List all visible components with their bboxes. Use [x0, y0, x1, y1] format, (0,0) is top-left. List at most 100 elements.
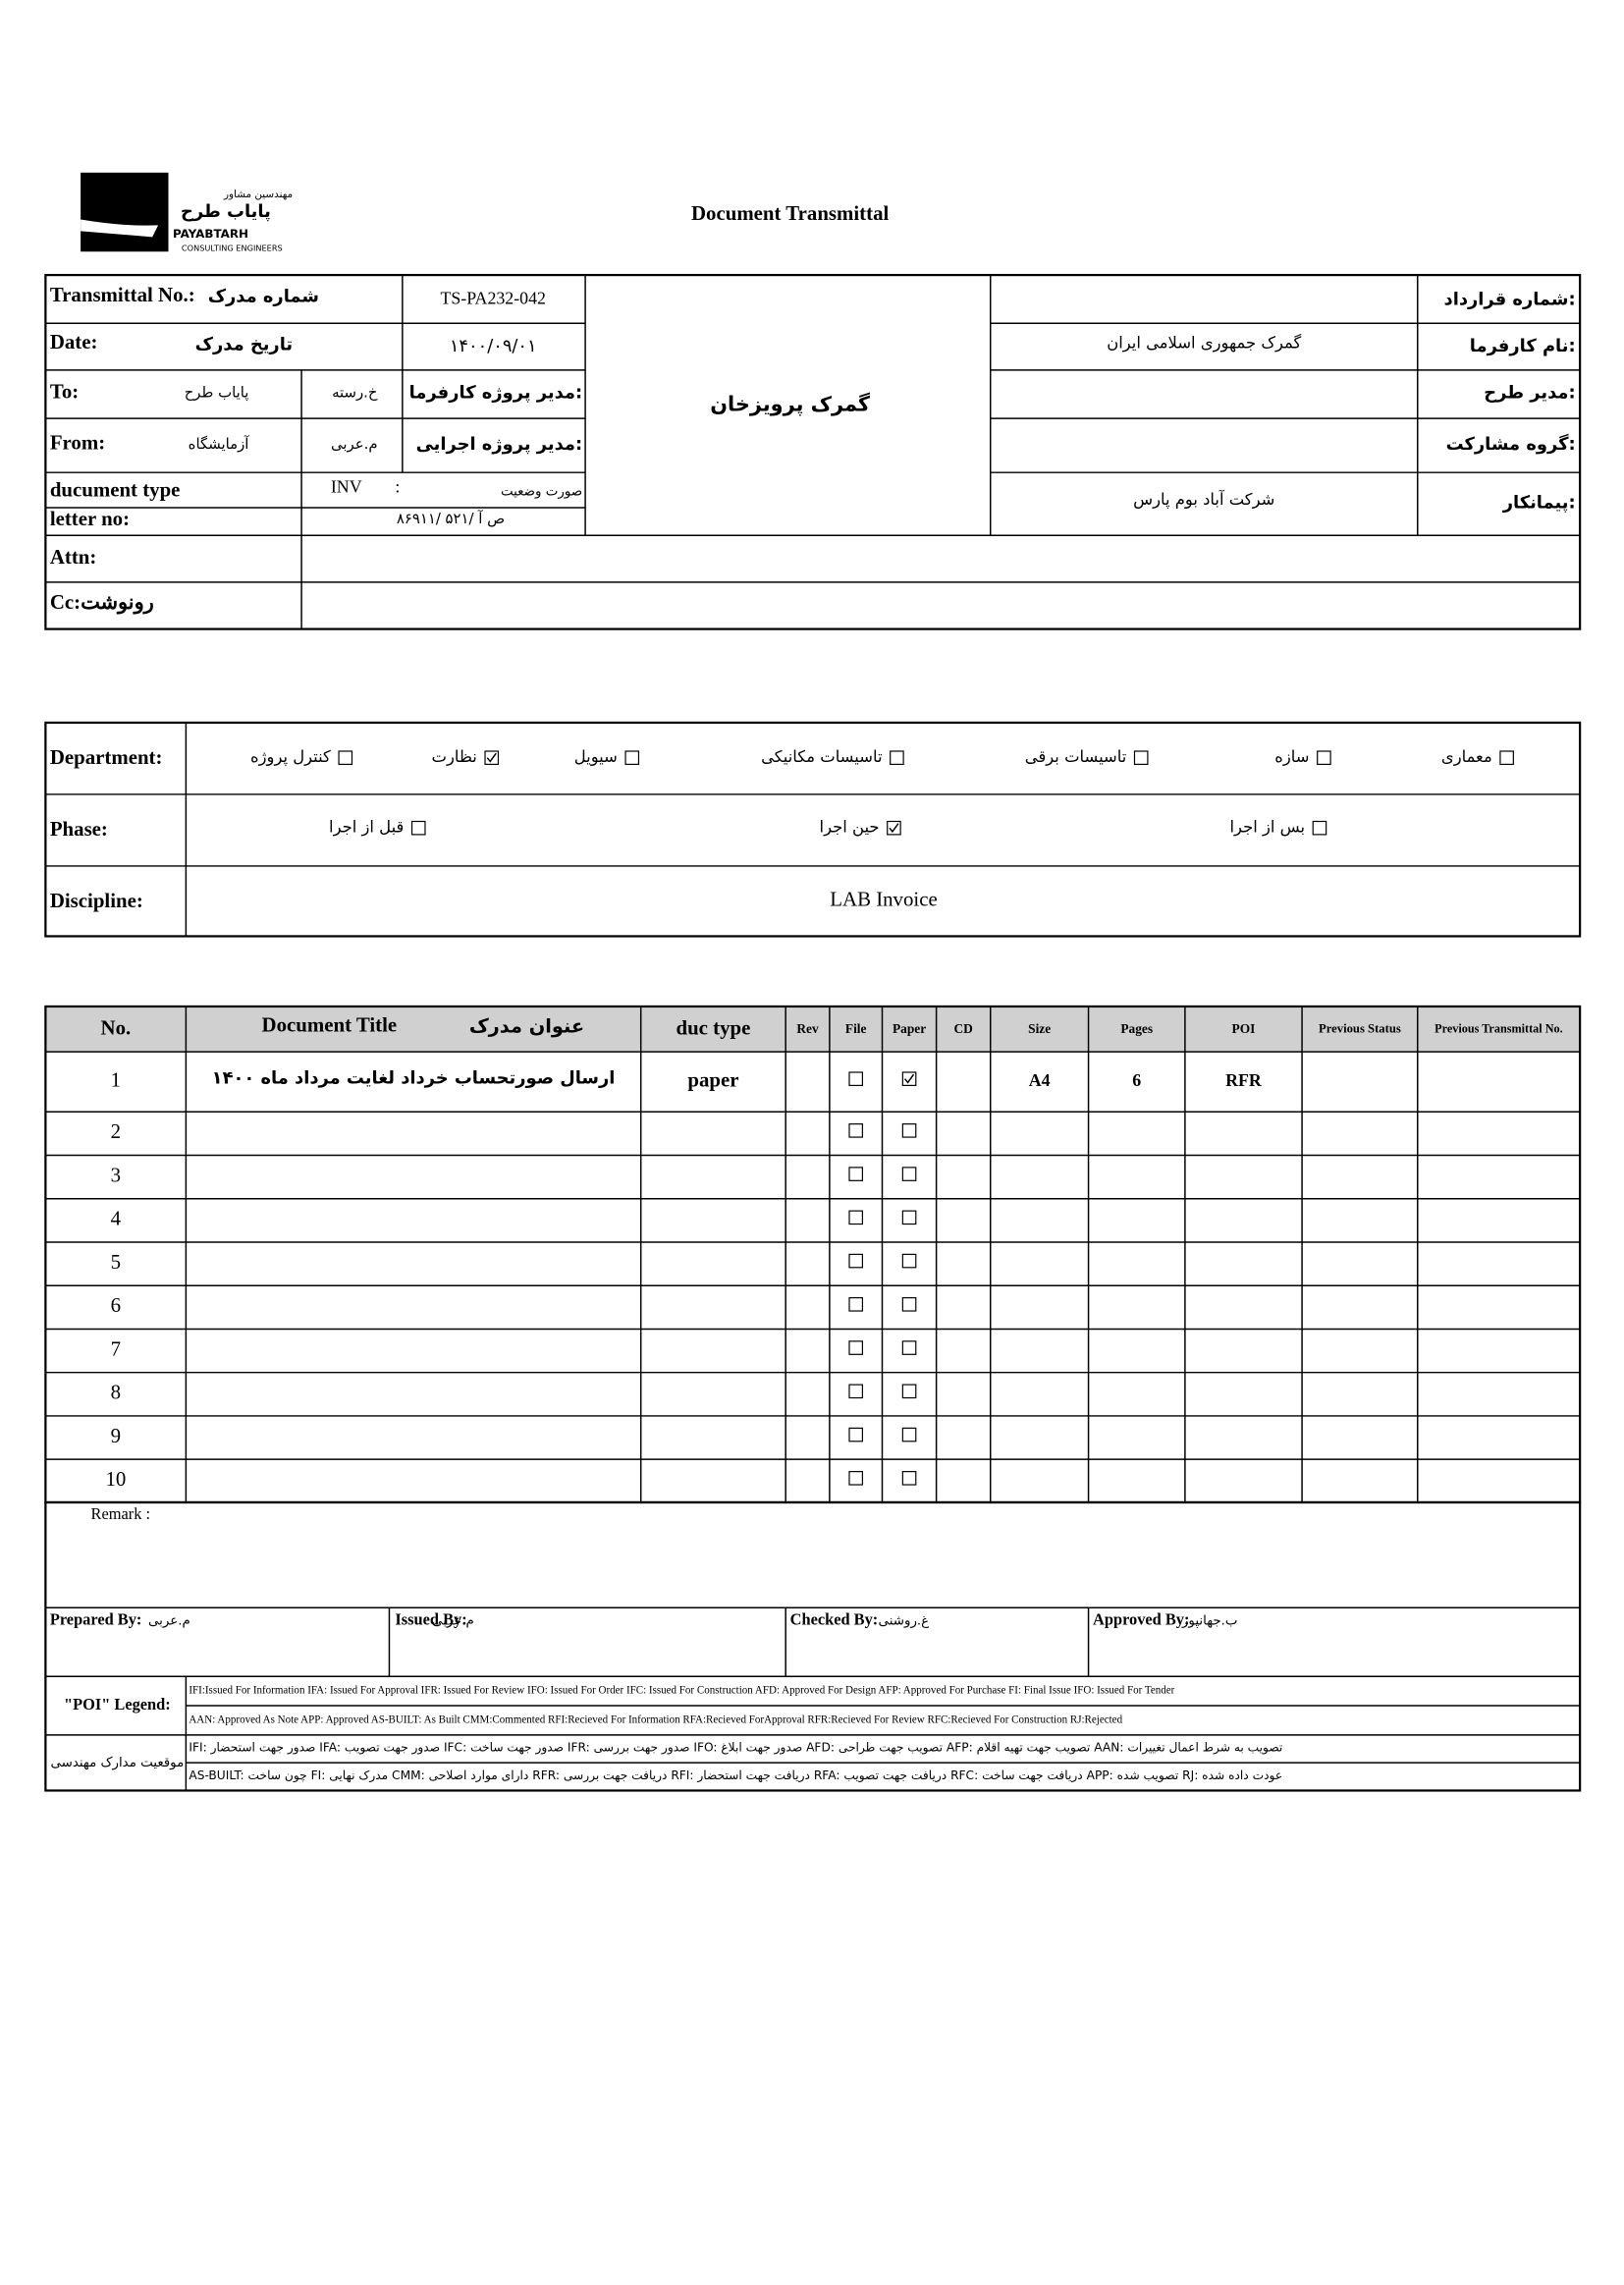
cell: 8: [111, 1381, 121, 1404]
checkbox: [901, 1123, 917, 1138]
label: Department:: [50, 745, 163, 769]
header-bg: [45, 1006, 1581, 1053]
logo-text: CONSULTING ENGINEERS: [182, 244, 283, 253]
checkbox: [484, 750, 500, 765]
label: Previous Transmittal No.: [1435, 1022, 1563, 1036]
cell-border: [44, 273, 1582, 630]
checkbox: [901, 1071, 917, 1086]
legend-line: IFI:Issued For Information IFA: Issued F…: [189, 1685, 1174, 1697]
label: Previous Status: [1319, 1022, 1401, 1036]
logo-text: پایاب طرح: [181, 201, 271, 222]
checkbox: [848, 1167, 863, 1181]
checkbox: [887, 820, 901, 836]
checkbox: [901, 1471, 917, 1486]
option-label: معماری: [1441, 747, 1492, 767]
label: From:: [50, 431, 105, 455]
label: POI: [1232, 1021, 1256, 1036]
label: آزمایشگاه: [189, 435, 250, 453]
cell: 3: [111, 1163, 121, 1186]
label: شرکت آباد بوم پارس: [1133, 490, 1274, 510]
cell: 6: [1132, 1070, 1141, 1090]
label: No.: [101, 1016, 132, 1040]
cell: 9: [111, 1424, 121, 1447]
label: Document Title: [262, 1013, 398, 1037]
checkbox: [848, 1471, 863, 1486]
label: ducument type: [50, 477, 181, 501]
cell: A4: [1029, 1070, 1051, 1090]
label: گمرک جمهوری اسلامی ایران: [1107, 334, 1301, 354]
cell: 5: [111, 1250, 121, 1274]
label: Attn:: [50, 545, 96, 569]
option-label: نظارت: [432, 747, 477, 767]
checkmark: [486, 752, 497, 763]
label: Prepared By:: [50, 1609, 142, 1628]
option-label: کنترل پروژه: [250, 747, 331, 767]
cell-border: [44, 721, 1582, 938]
title: Document Transmittal: [691, 201, 889, 225]
label: مدیر پروژه اجرایی:: [416, 434, 583, 455]
label: File: [845, 1021, 867, 1036]
label: Rev: [796, 1021, 819, 1036]
label: موقعیت مدارک مهندسی: [50, 1756, 184, 1770]
checkbox: [1317, 750, 1331, 765]
checkbox: [848, 1427, 863, 1442]
label: پایاب طرح: [185, 384, 249, 402]
label: خ.رسته: [332, 384, 378, 402]
checkbox: [1312, 820, 1327, 836]
remark: Remark :: [91, 1504, 150, 1523]
checkbox: [848, 1340, 863, 1355]
checkbox: [1133, 750, 1149, 765]
label: م.عربی: [331, 435, 378, 453]
logo-text: مهندسین مشاور: [223, 189, 293, 200]
checkbox: [901, 1427, 917, 1442]
checkbox: [901, 1210, 917, 1225]
label: Cc:رونوشت: [50, 590, 154, 615]
checkbox: [1499, 750, 1514, 765]
label: INV: [331, 477, 362, 497]
label: م.عربی: [432, 1614, 474, 1629]
label: ۱۴۰۰/۰۹/۰۱: [450, 336, 537, 356]
label: Date:: [50, 330, 98, 354]
cell: 7: [111, 1336, 121, 1360]
checkbox: [901, 1340, 917, 1355]
checkbox: [848, 1253, 863, 1269]
label: Pages: [1120, 1021, 1153, 1036]
cell: RFR: [1225, 1070, 1263, 1090]
legend-line: AS-BUILT: چون ساخت FI: مدرک نهایی CMM: د…: [189, 1768, 1282, 1783]
checkbox: [848, 1123, 863, 1138]
label: Checked By:: [790, 1609, 879, 1628]
label: Phase:: [50, 817, 108, 841]
cell: 6: [111, 1293, 121, 1317]
label: صورت وضعیت: [501, 485, 582, 500]
checkbox: [848, 1384, 863, 1399]
logo-mark: [81, 172, 169, 252]
label: LAB Invoice: [830, 887, 937, 910]
cell: 4: [111, 1207, 122, 1230]
cell: 1: [111, 1067, 121, 1091]
cell: ارسال صورتحساب خرداد لغایت مرداد ماه ۱۴۰…: [212, 1068, 616, 1089]
label: شماره قرارداد:: [1444, 289, 1576, 309]
label: گمرک پرویزخان: [710, 393, 871, 416]
label: CD: [954, 1021, 974, 1036]
option-label: تاسیسات برقی: [1025, 747, 1127, 767]
label: ب.جهانپور: [1181, 1614, 1238, 1629]
legend-line: IFI: صدور جهت استحضار IFA: صدور جهت تصوی…: [189, 1741, 1282, 1756]
label: پیمانکار:: [1502, 492, 1576, 513]
option-label: سازه: [1274, 747, 1309, 767]
label: Discipline:: [50, 889, 143, 912]
checkbox: [890, 750, 904, 765]
label: م.عربی: [148, 1614, 190, 1629]
label: Size: [1028, 1021, 1051, 1036]
label: To:: [50, 380, 79, 404]
label: نام کارفرما:: [1470, 336, 1576, 356]
checkbox: [338, 750, 353, 765]
checkbox: [410, 820, 426, 836]
checkbox: [848, 1210, 863, 1225]
logo-text: PAYABTARH: [173, 227, 248, 241]
option-label: حین اجرا: [820, 818, 880, 838]
option-label: سیویل: [574, 747, 618, 767]
option-label: بس از اجرا: [1229, 818, 1305, 838]
label: Paper: [893, 1021, 926, 1036]
